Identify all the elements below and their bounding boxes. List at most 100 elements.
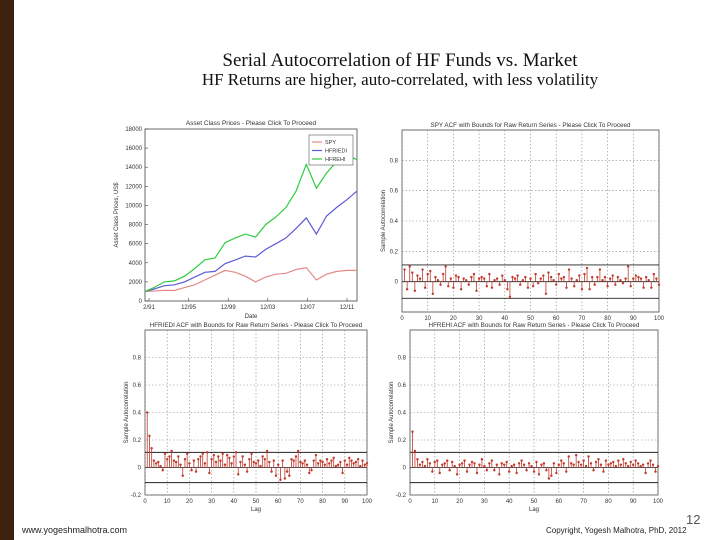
price-chart: Asset Class Prices - Please Click To Pro…	[114, 120, 358, 320]
acf-point	[612, 460, 615, 464]
x-tick-label: 70	[297, 499, 304, 505]
y-tick-label: 2000	[129, 280, 143, 286]
acf-point	[609, 462, 613, 465]
acf-point	[201, 452, 204, 455]
acf-point	[270, 470, 273, 473]
acf-point	[429, 269, 432, 273]
acf-point	[503, 463, 506, 466]
acf-point	[490, 286, 494, 289]
page-number: 12	[686, 512, 701, 527]
x-tick-label: 40	[501, 316, 508, 322]
acf-point	[448, 469, 451, 472]
acf-point	[174, 460, 178, 464]
x-tick-label: 0	[408, 499, 412, 505]
acf-point	[230, 462, 233, 465]
acf-point	[517, 462, 521, 465]
acf-point	[629, 460, 632, 464]
y-tick-label: 0.2	[398, 438, 407, 444]
acf-point	[356, 458, 360, 461]
x-tick-label: 80	[319, 499, 326, 505]
acf-point	[498, 473, 501, 476]
x-tick-label: 20	[450, 316, 457, 322]
acf-point	[323, 463, 327, 466]
y-tick-label: 16000	[125, 146, 142, 152]
acf-point	[655, 277, 658, 280]
acf-point	[483, 464, 486, 468]
acf-point	[359, 464, 362, 468]
acf-point	[522, 463, 526, 466]
acf-point	[328, 462, 331, 465]
chart-title: HFREHI ACF with Bounds for Raw Return Se…	[429, 322, 640, 329]
acf-point	[232, 455, 235, 458]
x-tick-label: 0	[143, 499, 147, 505]
acf-point	[197, 458, 200, 461]
acf-point	[626, 265, 630, 268]
acf-point	[330, 459, 333, 462]
x-tick-label: 0	[400, 316, 404, 322]
acf-point	[593, 283, 596, 286]
chart-title: SPY ACF with Bounds for Raw Return Serie…	[431, 122, 631, 129]
acf-point	[443, 462, 446, 465]
y-tick-label: 18000	[125, 127, 142, 133]
acf-point	[426, 272, 429, 276]
acf-point	[157, 460, 160, 464]
acf-point	[454, 274, 458, 277]
y-tick-label: 4000	[129, 261, 143, 267]
acf-point	[577, 460, 580, 464]
acf-point	[588, 288, 591, 291]
acf-point	[210, 458, 213, 461]
acf-point	[495, 463, 498, 466]
x-tick-label: 90	[630, 499, 637, 505]
acf-point	[252, 460, 255, 464]
website-footer: www.yogeshmalhotra.com	[22, 525, 128, 535]
legend-label: HFREHI	[325, 157, 346, 163]
acf-point	[150, 447, 153, 450]
y-tick-label: 0.4	[133, 411, 142, 417]
x-tick-label: 50	[531, 499, 538, 505]
acf-point	[582, 459, 585, 462]
y-axis-label: Sample Autocorrelation	[389, 381, 395, 443]
acf-point	[493, 469, 496, 472]
acf-point	[547, 271, 550, 274]
acf-point	[272, 459, 275, 462]
acf-point	[446, 459, 449, 462]
acf-point	[281, 459, 284, 462]
acf-point	[480, 275, 483, 279]
acf-point	[621, 281, 625, 285]
x-tick-label: 10	[431, 499, 438, 505]
acf-point	[411, 271, 414, 274]
x-tick-label: 80	[604, 316, 611, 322]
acf-point	[657, 283, 661, 286]
acf-point	[531, 285, 535, 288]
acf-point	[459, 288, 463, 291]
acf-point	[208, 471, 211, 475]
acf-point	[562, 275, 566, 279]
acf-point	[212, 453, 216, 457]
acf-point	[647, 278, 650, 282]
acf-point	[636, 462, 640, 465]
acf-point	[433, 460, 436, 464]
acf-point	[596, 275, 599, 279]
acf-point	[228, 456, 231, 460]
acf-point	[644, 471, 647, 475]
acf-point	[205, 451, 209, 454]
acf-point	[154, 462, 158, 465]
acf-point	[575, 278, 578, 282]
acf-point	[547, 477, 551, 480]
acf-point	[166, 458, 169, 461]
acf-point	[488, 272, 491, 276]
x-tick-label: 2/91	[143, 305, 155, 311]
acf-point	[460, 462, 464, 465]
acf-point	[519, 283, 522, 286]
acf-point	[292, 459, 295, 462]
acf-point	[557, 463, 560, 466]
acf-point	[483, 277, 486, 280]
acf-point	[512, 463, 516, 466]
acf-point	[521, 278, 524, 282]
acf-point	[530, 464, 533, 468]
acf-point	[565, 470, 568, 473]
x-tick-label: 90	[630, 316, 637, 322]
acf-point	[629, 285, 632, 288]
acf-point	[305, 463, 309, 466]
acf-point	[510, 464, 513, 468]
